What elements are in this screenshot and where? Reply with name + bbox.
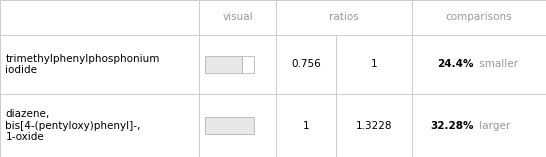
Text: 32.28%: 32.28% [430,121,473,131]
Bar [205,56,242,73]
Text: ratios: ratios [329,12,359,22]
Text: 0.756: 0.756 [291,59,321,69]
Text: 1.3228: 1.3228 [356,121,392,131]
Bar [242,56,254,73]
Bar [205,117,254,134]
Text: diazene,
bis[4-(pentyloxy)phenyl]-,
1-oxide: diazene, bis[4-(pentyloxy)phenyl]-, 1-ox… [5,109,141,142]
Text: 1: 1 [371,59,377,69]
Text: 24.4%: 24.4% [437,59,473,69]
Text: trimethylphenylphosphonium
iodide: trimethylphenylphosphonium iodide [5,54,160,75]
Text: smaller: smaller [476,59,518,69]
Text: comparisons: comparisons [446,12,513,22]
Text: larger: larger [476,121,511,131]
Text: 1: 1 [302,121,309,131]
Text: visual: visual [222,12,253,22]
